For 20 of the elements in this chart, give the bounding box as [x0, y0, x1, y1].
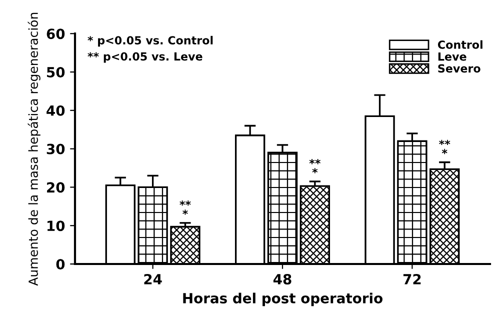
data-label: ** *	[439, 140, 450, 154]
y-tick-label: 10	[48, 220, 65, 232]
y-tick-label: 50	[47, 66, 65, 78]
data-label: ** *	[309, 159, 321, 174]
y-tick-label: 60	[46, 28, 65, 40]
x-tick-label: 72	[403, 274, 421, 284]
y-tick-label: 30	[46, 144, 65, 154]
annotation: * p<0.05 vs. Control	[88, 36, 213, 47]
y-tick-label: 0	[56, 258, 65, 270]
y-tick-label: 20	[47, 182, 65, 193]
data-label: ** *	[180, 200, 191, 215]
legend-label: Leve	[438, 52, 466, 61]
x-tick-label: 48	[273, 274, 292, 284]
y-axis-title: Aumento de la masa hepática regeneración	[28, 12, 40, 286]
y-tick-label: 40	[46, 105, 65, 116]
legend-label: Severo	[438, 64, 480, 73]
legend-label: Control	[438, 40, 482, 49]
annotation: ** p<0.05 vs. Leve	[88, 52, 202, 63]
x-tick-label: 24	[144, 274, 162, 284]
x-axis-title: Horas del post operatorio	[183, 292, 382, 306]
